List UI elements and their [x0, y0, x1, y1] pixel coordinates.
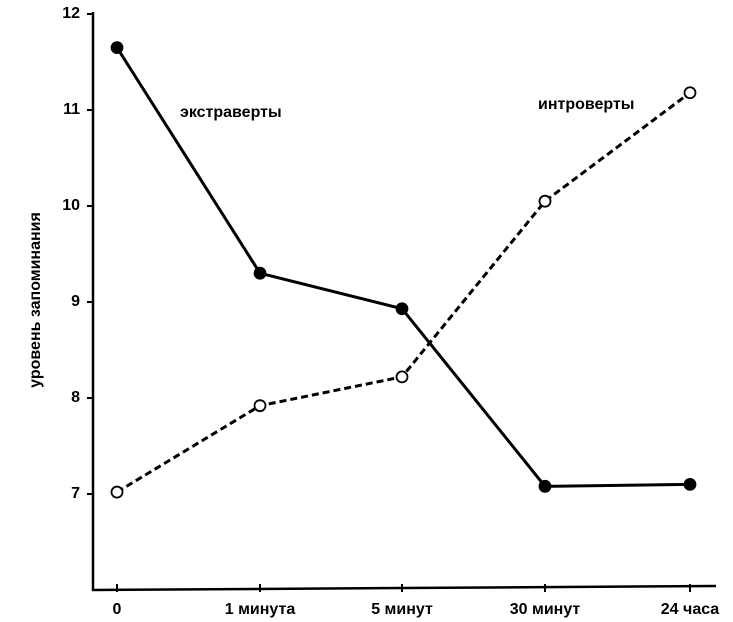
x-axis	[91, 584, 717, 592]
x-tick-label: 0	[113, 601, 122, 618]
series-line	[116, 91, 691, 494]
data-point	[683, 477, 697, 491]
data-point	[395, 370, 409, 384]
data-point	[110, 41, 124, 54]
series-label: интроверты	[538, 96, 634, 113]
data-point	[538, 194, 552, 208]
y-tick-label: 8	[71, 389, 80, 406]
y-tick-label: 11	[63, 101, 80, 118]
x-tick-label: 24 часа	[661, 601, 720, 618]
data-point	[683, 86, 697, 100]
y-tick-label: 10	[62, 197, 80, 214]
y-axis-label: уровень запоминания	[27, 212, 44, 388]
y-tick-label: 9	[71, 293, 80, 310]
data-point	[253, 266, 267, 280]
data-point	[110, 485, 124, 499]
y-tick-label: 12	[62, 5, 80, 22]
data-point	[395, 302, 409, 316]
x-tick-label: 1 минута	[225, 601, 296, 618]
data-point	[253, 399, 267, 413]
x-tick-label: 30 минут	[510, 601, 581, 618]
data-point	[538, 479, 552, 493]
series-label: экстраверты	[180, 104, 282, 121]
x-tick-label: 5 минут	[371, 601, 433, 618]
y-tick-label: 7	[71, 485, 80, 502]
